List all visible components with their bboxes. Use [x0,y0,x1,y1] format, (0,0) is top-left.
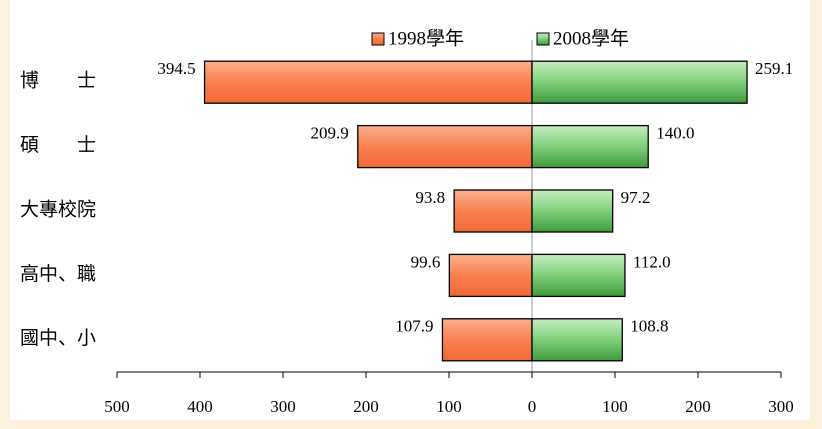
data-label: 93.8 [415,188,445,207]
y-tick-label: 高中、職 [20,263,96,285]
legend-swatch [536,32,550,46]
y-tick-label: 國中、小 [20,327,96,349]
bar [203,60,533,104]
bar [453,189,533,233]
bar [357,124,533,169]
x-tick-label: 200 [685,397,711,416]
legend-label: 1998學年 [388,27,464,49]
x-tick-label: 300 [270,397,296,416]
bar [531,60,748,104]
x-tick-label: 300 [768,397,794,416]
x-tick-label: 200 [353,397,379,416]
data-label: 107.9 [395,317,433,336]
data-label: 140.0 [656,124,694,143]
bar [531,253,626,298]
x-tick-label: 0 [528,397,537,416]
x-tick-label: 100 [602,397,628,416]
data-label: 259.1 [755,59,793,78]
legend-label: 2008學年 [553,27,629,49]
y-tick-label: 碩 士 [20,134,96,156]
legend-swatch [371,32,385,46]
data-label: 99.6 [411,252,441,271]
x-tick-label: 500 [104,397,130,416]
x-tick-label: 100 [436,397,462,416]
data-label: 108.8 [630,317,668,336]
bar [441,318,533,362]
data-label: 112.0 [633,252,671,271]
data-label: 97.2 [621,188,651,207]
y-tick-label: 博 士 [20,70,96,92]
bar [448,253,533,298]
data-label: 209.9 [311,124,349,143]
bar [531,124,649,169]
bar [531,189,614,233]
data-label: 394.5 [157,59,195,78]
y-tick-label: 大專校院 [20,198,96,220]
x-tick-label: 400 [187,397,213,416]
bar [531,318,623,362]
